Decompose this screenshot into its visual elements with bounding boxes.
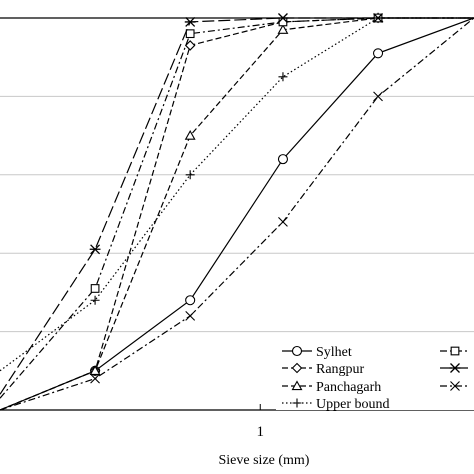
legend-box xyxy=(276,338,474,410)
series-6-point-2 xyxy=(185,311,196,321)
legend-item-unnamed-0 xyxy=(440,346,470,356)
series-5 xyxy=(0,13,474,395)
legend-item-3: Upper bound xyxy=(282,397,390,412)
legend-label-2: Panchagarh xyxy=(316,380,381,395)
legend-marker-u1 xyxy=(449,363,461,373)
x-axis-label: Sieve size (mm) xyxy=(219,453,310,468)
legend-marker-u2 xyxy=(450,381,460,391)
legend-label-0: Sylhet xyxy=(316,345,352,360)
series-line-4 xyxy=(0,17,474,399)
legend-item-unnamed-2 xyxy=(440,381,470,391)
series-6-point-4 xyxy=(373,91,383,102)
series-4-point-3 xyxy=(278,17,288,27)
series-3-point-2 xyxy=(185,170,195,180)
gridlines xyxy=(0,17,474,333)
series-2-point-2 xyxy=(184,129,196,140)
series-3-point-1 xyxy=(90,295,100,305)
series-line-3 xyxy=(0,17,474,372)
series-line-2 xyxy=(0,17,474,411)
series-5-point-3 xyxy=(277,13,289,23)
series-3 xyxy=(0,13,474,372)
legend-marker-2 xyxy=(291,380,303,391)
series-4-point-1 xyxy=(90,284,100,293)
x-tick-label-0: 1 xyxy=(257,424,265,440)
series-5-point-4 xyxy=(372,13,384,23)
legend-label-3: Upper bound xyxy=(316,397,390,412)
series-2-point-3 xyxy=(277,24,289,34)
series-6-point-3 xyxy=(278,216,288,227)
legend-marker-u0 xyxy=(450,346,460,356)
legend-item-2: Panchagarh xyxy=(282,380,381,395)
series-line-5 xyxy=(0,17,474,395)
legend-item-0: Sylhet xyxy=(282,345,352,360)
series-6 xyxy=(0,17,474,411)
series-1-point-2 xyxy=(184,40,196,51)
series-group xyxy=(0,12,474,411)
series-2-point-1 xyxy=(89,365,101,375)
legend-marker-1 xyxy=(291,362,303,374)
series-line-6 xyxy=(0,17,474,411)
series-6-point-1 xyxy=(90,373,100,384)
legend: Sylhet Rangpur Panchagarh Upper bound xyxy=(276,338,474,412)
series-0-point-3 xyxy=(277,154,289,165)
legend-marker-0 xyxy=(291,345,303,357)
series-5-point-2 xyxy=(184,16,196,27)
legend-item-unnamed-1 xyxy=(440,363,470,373)
legend-label-1: Rangpur xyxy=(316,362,365,377)
legend-item-1: Rangpur xyxy=(282,362,365,377)
series-0-point-4 xyxy=(372,48,384,59)
series-3-point-3 xyxy=(278,72,288,82)
legend-marker-3 xyxy=(292,398,302,408)
series-0-point-2 xyxy=(185,295,196,306)
series-4-point-2 xyxy=(185,29,195,39)
series-5-point-1 xyxy=(89,244,101,255)
